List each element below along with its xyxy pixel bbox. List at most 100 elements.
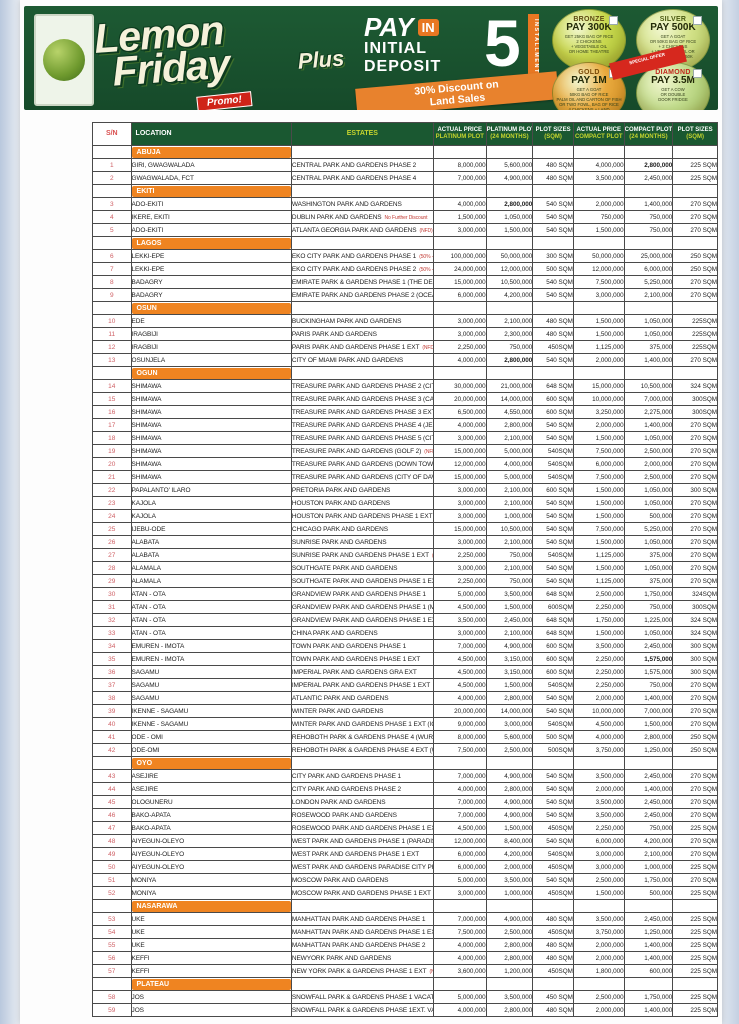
compact-plot-price: 500,000 [623,886,674,900]
actual-price-platinum: 3,000,000 [432,626,487,640]
promo-banner: Lemon Friday Plus Promo! PAY IN INITIAL … [24,6,718,110]
estate-name: TREASURE PARK AND GARDENS PHASE 3 (CAPET… [291,395,432,403]
location-cell: BAKO-APATA [130,821,292,835]
location-cell: SHIMAWA [130,405,292,419]
table-row: 24 KAJOLA HOUSTON PARK AND GARDENS PHASE 1… [92,509,718,523]
compact-plot-price: 375,000 [623,340,674,354]
badge-gift-line: DOOR FRIDGE [658,96,688,102]
estate-name: EKO CITY PARK AND GARDENS PHASE 1 [291,252,417,260]
actual-price-platinum: 7,000,000 [432,912,487,926]
actual-price-compact: 1,500,000 [572,496,625,510]
deposit-word: DEPOSIT [364,58,442,76]
actual-price-compact: 2,250,000 [572,652,625,666]
pay-initial-deposit-block: PAY IN INITIAL DEPOSIT 5 INSTALLMENTS 30… [355,10,578,110]
actual-price-platinum: 8,000,000 [432,730,487,744]
region-cell [623,977,674,991]
estate-name: GRANDVIEW PARK AND GARDENS PHASE 1 [291,590,426,598]
table-row: 23 KAJOLA HOUSTON PARK AND GARDENS 3,000,00… [92,496,718,510]
compact-plot-price: 1,250,000 [623,743,674,757]
location-cell: SHIMAWA [130,470,292,484]
table-row: 34 EMUREN - IMOTA TOWN PARK AND GARDENS PH… [92,639,718,653]
location-cell: SHIMAWA [130,392,292,406]
platinum-plot-price: 2,800,000 [485,938,534,952]
location-cell: ATAN - OTA [130,613,292,627]
estate-cell: ATLANTA GEORGIA PARK AND GARDENS (NFD) [290,223,434,237]
platinum-plot-price: 3,000,000 [485,717,534,731]
platinum-plot-price: 2,800,000 [485,353,534,367]
table-row: 50 AIYEGUN-OLEYO WEST PARK AND GARDENS PAR… [92,860,718,874]
column-title: PLOT SIZES [535,126,571,133]
platinum-plot-size: 540 SQM [532,561,574,575]
serial-number: 38 [92,691,132,705]
serial-number: 10 [92,314,132,328]
estate-name: ATLANTA GEORGIA PARK AND GARDENS [291,226,417,234]
region-row: ABUJA [92,145,718,159]
estate-name: CITY PARK AND GARDENS PHASE 2 [291,785,402,793]
compact-plot-size: 270 SQM [672,418,718,432]
region-cell: OSUN [130,301,292,315]
compact-plot-price: 2,800,000 [623,158,674,172]
location-cell: AIYEGUN-OLEYO [130,834,292,848]
actual-price-platinum: 7,000,000 [432,769,487,783]
serial-number: 22 [92,483,132,497]
actual-price-compact: 1,500,000 [572,626,625,640]
platinum-plot-size: 450SQM [532,860,574,874]
region-band: ABUJA [132,146,291,158]
compact-plot-size: 300SQM [672,405,718,419]
estate-name: SNOWFALL PARK & GARDENS PHASE 1 VACATION… [291,993,432,1001]
actual-price-platinum: 2,250,000 [432,574,487,588]
compact-plot-price: 1,225,000 [623,613,674,627]
platinum-plot-size: 540SQM [532,548,574,562]
badge-gift-line: + 2 CHICKENS [658,43,688,49]
badge-gift-line: OR 50KG BAG OF RICE [649,38,697,44]
actual-price-compact: 1,125,000 [572,574,625,588]
actual-price-platinum: 3,000,000 [432,886,487,900]
platinum-plot-size: 540 SQM [532,704,574,718]
column-subtitle: (24 MONTHS) [490,134,529,140]
actual-price-compact: 2,000,000 [572,782,625,796]
estate-cell: MOSCOW PARK AND GARDENS PHASE 1 EXT(NFD) [290,886,434,900]
serial-number: 28 [92,561,132,575]
compact-plot-size: 300 SQM [672,639,718,653]
actual-price-compact: 4,000,000 [572,730,625,744]
column-title: ESTATES [346,129,378,137]
location-cell: JOS [130,1003,292,1017]
serial-number: 30 [92,587,132,601]
compact-plot-size: 270 SQM [672,717,718,731]
actual-price-compact: 3,500,000 [572,171,625,185]
region-band: EKITI [132,185,291,197]
actual-price-compact: 2,250,000 [572,600,625,614]
actual-price-platinum: 4,000,000 [432,951,487,965]
actual-price-platinum: 7,000,000 [432,808,487,822]
table-row: 31 ATAN - OTA GRANDVIEW PARK AND GARDENS P… [92,600,718,614]
estate-name: TREASURE PARK AND GARDENS (DOWN TOWN 2) [291,460,434,468]
platinum-plot-size: 500 SQM [532,730,574,744]
estate-cell: TREASURE PARK AND GARDENS PHASE 3 (CAPET… [290,392,434,406]
location-cell: OLOGUNERU [130,795,292,809]
table-row: 29 ALAMALA SOUTHGATE PARK AND GARDENS PHAS… [92,574,718,588]
platinum-plot-size: 540 SQM [532,431,574,445]
compact-plot-size: 270 SQM [672,457,718,471]
actual-price-platinum: 100,000,000 [432,249,487,263]
table-row: 42 ODE-OMI REHOBOTH PARK & GARDENS PHASE 4… [92,743,718,757]
compact-plot-size: 324 SQM [672,626,718,640]
estate-name: SNOWFALL PARK & GARDENS PHASE 1EXT. VACA… [291,1006,432,1014]
serial-number: 29 [92,574,132,588]
table-row: 44 ASEJIRE CITY PARK AND GARDENS PHASE 2 4,… [92,782,718,796]
platinum-plot-size: 480 SQM [532,938,574,952]
compact-plot-size: 300SQM [672,600,718,614]
compact-plot-price: 1,400,000 [623,1003,674,1017]
region-row: LAGOS [92,236,718,250]
serial-number: 14 [92,379,132,393]
region-band: PLATEAU [132,978,291,990]
badge-gift-line: OR HOME THEATRE [568,48,610,54]
region-cell [432,756,487,770]
platinum-plot-price: 4,900,000 [485,795,534,809]
estate-name: CHINA PARK AND GARDENS [291,629,378,637]
platinum-plot-price: 3,150,000 [485,665,534,679]
table-row: 27 ALABATA SUNRISE PARK AND GARDENS PHASE … [92,548,718,562]
location-cell: ALABATA [130,548,292,562]
badge-gift-line: 2 CHICKENS [576,38,602,44]
estate-cell: PRETORIA PARK AND GARDENS [290,483,434,497]
platinum-plot-price: 4,550,000 [485,405,534,419]
